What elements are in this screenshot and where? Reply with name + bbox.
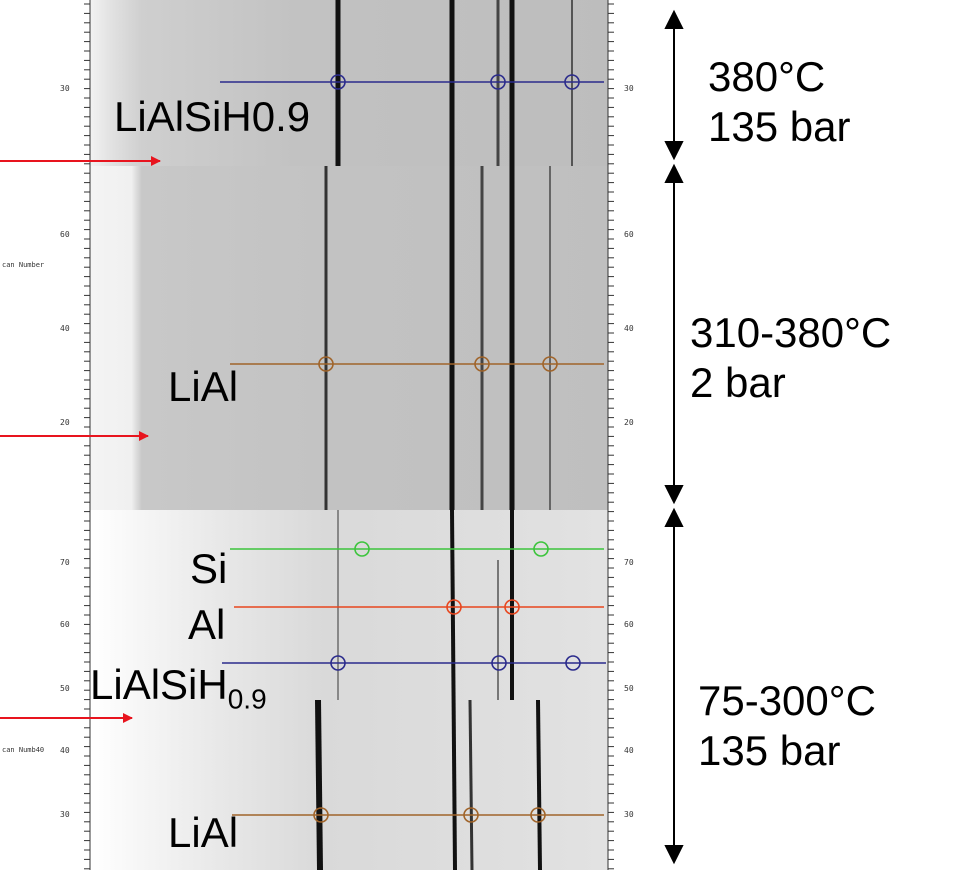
red-arrows — [0, 156, 161, 723]
tick-label: 30 — [624, 810, 634, 819]
phase-label-lialsih-bottom: LiAlSiH0.9 — [90, 664, 267, 713]
temperature-label: 75-300°C — [698, 677, 876, 724]
peak-marker — [490, 74, 506, 90]
peak-marker — [330, 74, 346, 90]
phase-label-lial-middle: LiAl — [168, 363, 239, 410]
peak-marker — [542, 356, 558, 372]
peak-marker — [313, 807, 329, 823]
phase-label-al: Al — [188, 601, 226, 648]
tick-label: 40 — [60, 324, 70, 333]
tick-label: 70 — [624, 558, 634, 567]
conditions-top: 380°C 135 bar — [708, 52, 850, 151]
panel-bottom-bg — [90, 510, 608, 870]
pressure-label: 135 bar — [708, 102, 851, 150]
tick-label: 70 — [60, 558, 70, 567]
phase-label-si: Si — [190, 545, 228, 592]
tick-label: 40 — [624, 746, 634, 755]
axis-title-middle: can Number — [2, 261, 44, 269]
peak-marker — [463, 807, 479, 823]
tick-label: 30 — [60, 810, 70, 819]
pressure-label: 2 bar — [690, 358, 786, 406]
panel-top-bg — [90, 0, 608, 166]
peak-marker — [330, 655, 346, 671]
tick-label: 60 — [60, 230, 70, 239]
phase-label-text: LiAlSiH — [90, 661, 228, 708]
phase-label-subscript: 0.9 — [227, 683, 267, 715]
phase-label-lialsih-top: LiAlSiH0.9 — [114, 93, 311, 140]
panel-middle-bg — [90, 166, 608, 510]
condition-arrows — [664, 9, 684, 865]
phase-label-lial-bottom: LiAl — [168, 809, 239, 856]
phase-marker-lines — [220, 74, 606, 823]
tick-label: 50 — [624, 684, 634, 693]
peak-marker — [474, 356, 490, 372]
pressure-label: 135 bar — [698, 726, 841, 774]
peak-marker — [491, 655, 507, 671]
right-tick-labels: 30 60 40 20 70 60 50 40 30 — [624, 84, 634, 819]
temperature-label: 310-380°C — [690, 309, 892, 356]
temperature-label: 380°C — [708, 53, 826, 100]
peak-marker — [504, 599, 520, 615]
peak-marker — [354, 541, 370, 557]
peak-marker — [565, 655, 581, 671]
tick-label: 60 — [624, 230, 634, 239]
diffraction-lines — [315, 0, 573, 870]
tick-label: 50 — [60, 684, 70, 693]
peak-marker — [533, 541, 549, 557]
peak-marker — [446, 599, 462, 615]
tick-label: 30 — [624, 84, 634, 93]
tick-label: 40 — [60, 746, 70, 755]
conditions-bottom: 75-300°C 135 bar — [698, 676, 876, 775]
conditions-middle: 310-380°C 2 bar — [690, 308, 891, 407]
peak-marker — [530, 807, 546, 823]
left-tick-labels: 30 60 40 20 70 60 50 40 30 can Number ca… — [2, 84, 70, 819]
tick-label: 60 — [624, 620, 634, 629]
tick-label: 30 — [60, 84, 70, 93]
tick-label: 20 — [624, 418, 634, 427]
axis-title-bottom: can Numb40 — [2, 746, 44, 754]
tick-label: 20 — [60, 418, 70, 427]
peak-marker — [318, 356, 334, 372]
peak-marker — [564, 74, 580, 90]
tick-label: 40 — [624, 324, 634, 333]
tick-label: 60 — [60, 620, 70, 629]
